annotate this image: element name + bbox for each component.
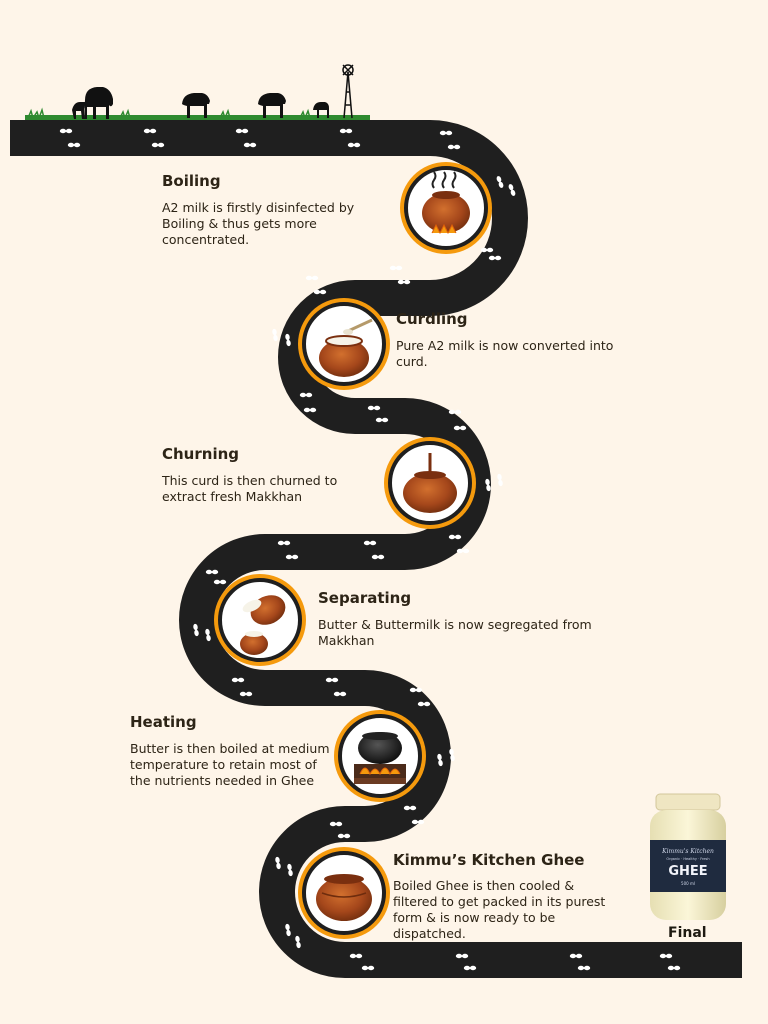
jar-title: GHEE [668, 864, 707, 879]
boiling-pot-icon [400, 162, 492, 254]
cow-icon [182, 93, 210, 118]
step-title-churning: Churning [162, 445, 239, 463]
windmill-icon [342, 64, 354, 119]
step-desc-separating: Butter & Buttermilk is now segregated fr… [318, 617, 592, 648]
jar-size: 500 ml [681, 881, 695, 886]
step-title-curdling: Curdling [396, 310, 468, 328]
calf-icon [313, 102, 329, 118]
churning-pot-icon [384, 437, 476, 529]
step-desc-curdling: Pure A2 milk is now converted into curd. [396, 338, 614, 369]
ghee-pot-icon [298, 847, 390, 939]
heating-cauldron-icon [334, 710, 426, 802]
pasture-scene [25, 64, 370, 121]
step-desc-final-product: Boiled Ghee is then cooled & filtered to… [393, 878, 606, 941]
curd-pot-icon [298, 298, 390, 390]
cow-icon [258, 93, 286, 118]
final-label: Final [668, 925, 707, 941]
jar-tagline: Organic · Healthy · Fresh [666, 857, 709, 861]
step-desc-heating: Butter is then boiled at medium temperat… [130, 741, 330, 788]
step-title-separating: Separating [318, 589, 412, 607]
winding-road [10, 120, 742, 978]
separating-pots-icon [214, 574, 306, 666]
step-title-final-product: Kimmu’s Kitchen Ghee [393, 851, 585, 869]
cow-icon [72, 87, 113, 119]
ghee-jar-image: Kimmu's Kitchen Organic · Healthy · Fres… [650, 793, 726, 920]
step-title-boiling: Boiling [162, 172, 221, 190]
step-desc-boiling: A2 milk is firstly disinfected by Boilin… [162, 200, 355, 247]
step-title-heating: Heating [130, 713, 197, 731]
step-desc-churning: This curd is then churned to extract fre… [162, 473, 338, 504]
jar-brand: Kimmu's Kitchen [661, 848, 714, 855]
